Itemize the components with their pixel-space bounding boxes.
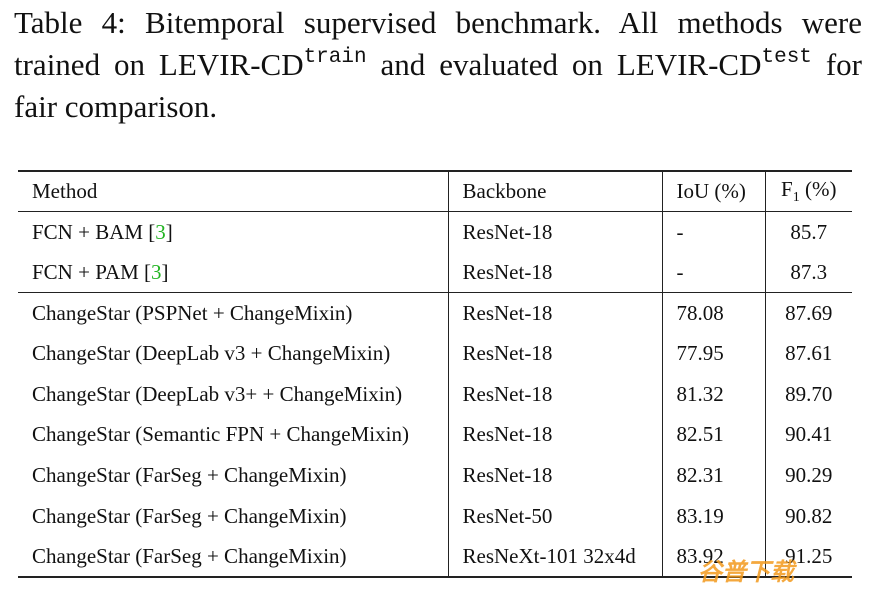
method-name: ChangeStar (FarSeg + ChangeMixin)	[32, 462, 347, 487]
f1-cell: 91.25	[764, 536, 852, 577]
method-name: ChangeStar (FarSeg + ChangeMixin)	[32, 543, 347, 568]
f1-cell: 90.82	[764, 495, 852, 537]
table-row: ChangeStar (FarSeg + ChangeMixin) ResNet-…	[18, 455, 852, 496]
table-row: ChangeStar (Semantic FPN + ChangeMixin) R…	[18, 414, 852, 456]
method-name: ChangeStar (Semantic FPN + ChangeMixin)	[32, 422, 409, 447]
backbone-cell: ResNet-18	[447, 252, 662, 293]
table-row: ChangeStar (PSPNet + ChangeMixin) ResNet-…	[18, 292, 852, 334]
header-cell: Backbone	[447, 171, 662, 212]
f1-cell: 87.61	[764, 333, 852, 374]
method-cell: ChangeStar (DeepLab v3 + ChangeMixin)	[18, 333, 448, 374]
iou-cell: 83.92	[661, 536, 765, 577]
f1-cell: 85.7	[764, 211, 852, 253]
backbone-cell: ResNet-18	[447, 211, 662, 253]
method-cell: FCN + BAM [3]	[32, 219, 173, 244]
method-cell: ChangeStar (DeepLab v3+ + ChangeMixin)	[18, 374, 448, 415]
caption-superscript: train	[303, 46, 367, 69]
f1-cell: 87.3	[764, 252, 852, 293]
table-caption: Table 4: Bitemporal supervised benchmark…	[14, 2, 862, 128]
iou-cell: 78.08	[661, 292, 765, 334]
table-row: ChangeStar (FarSeg + ChangeMixin) ResNeXt…	[18, 536, 852, 577]
f1-cell: 89.70	[764, 373, 852, 415]
iou-cell: 77.95	[661, 333, 765, 374]
backbone-cell: ResNeXt-101 32x4d	[447, 536, 662, 577]
table-row: ChangeStar (DeepLab v3+ + ChangeMixin) Re…	[18, 373, 852, 415]
caption-text: for fair comparison.	[14, 47, 863, 124]
iou-cell: 82.31	[661, 455, 765, 496]
f1-cell: 90.29	[764, 455, 852, 496]
header-text: (%)	[804, 176, 837, 201]
f1-cell: 90.41	[764, 414, 852, 456]
method-name: ChangeStar (FarSeg + ChangeMixin)	[32, 503, 347, 528]
iou-cell: -	[661, 211, 765, 253]
table-row: ChangeStar (FarSeg + ChangeMixin) ResNet-…	[18, 495, 852, 537]
table-body: FCN + BAM [3] ResNet-18-85.7 FCN + PAM [3]…	[18, 211, 852, 577]
method-cell: ChangeStar (FarSeg + ChangeMixin)	[18, 496, 448, 537]
backbone-cell: ResNet-18	[447, 414, 662, 456]
method-cell: ChangeStar (FarSeg + ChangeMixin)	[18, 536, 448, 577]
method-cell: FCN + PAM [3]	[32, 259, 169, 284]
method-cell: ChangeStar (FarSeg + ChangeMixin)	[18, 455, 448, 496]
iou-cell: -	[661, 252, 765, 293]
backbone-cell: ResNet-18	[447, 455, 662, 496]
backbone-cell: ResNet-18	[447, 292, 662, 334]
header-cell: F1 (%)	[764, 171, 852, 212]
header-row: Method Backbone IoU (%) F1 (%)	[18, 171, 852, 212]
table-row: ChangeStar (DeepLab v3 + ChangeMixin) Res…	[18, 333, 852, 374]
citation: 3	[155, 219, 166, 244]
table-row: FCN + PAM [3] ResNet-18-87.3	[18, 252, 852, 293]
header-cell: IoU (%)	[661, 171, 765, 212]
f1-cell: 87.69	[764, 292, 852, 334]
method-name: FCN + PAM	[32, 259, 139, 284]
backbone-cell: ResNet-18	[447, 373, 662, 415]
watermark: 谷普下载	[698, 558, 794, 586]
method-name: ChangeStar (DeepLab v3 + ChangeMixin)	[32, 341, 391, 366]
iou-cell: 82.51	[661, 414, 765, 456]
caption-text: and evaluated on LEVIR-CD	[380, 47, 762, 82]
backbone-cell: ResNet-18	[447, 333, 662, 374]
method-name: FCN + BAM	[32, 219, 144, 244]
iou-cell: 81.32	[661, 373, 765, 415]
header-subscript: 1	[792, 190, 800, 206]
header-text: F	[781, 176, 793, 201]
caption-superscript: test	[761, 46, 812, 69]
results-table: Method Backbone IoU (%) F1 (%) FCN + BAM…	[18, 170, 852, 578]
method-cell: ChangeStar (PSPNet + ChangeMixin)	[18, 293, 448, 334]
header-cell: Method	[32, 179, 98, 204]
method-name: ChangeStar (PSPNet + ChangeMixin)	[32, 300, 353, 325]
method-name: ChangeStar (DeepLab v3+ + ChangeMixin)	[32, 381, 403, 406]
table-header: Method Backbone IoU (%) F1 (%)	[18, 171, 852, 212]
citation: 3	[151, 259, 162, 284]
backbone-cell: ResNet-50	[447, 495, 662, 537]
caption-text: Table 4: Bitemporal supervised benchmark…	[14, 5, 862, 82]
method-cell: ChangeStar (Semantic FPN + ChangeMixin)	[18, 415, 448, 456]
table-row: FCN + BAM [3] ResNet-18-85.7	[18, 211, 852, 253]
iou-cell: 83.19	[661, 495, 765, 537]
